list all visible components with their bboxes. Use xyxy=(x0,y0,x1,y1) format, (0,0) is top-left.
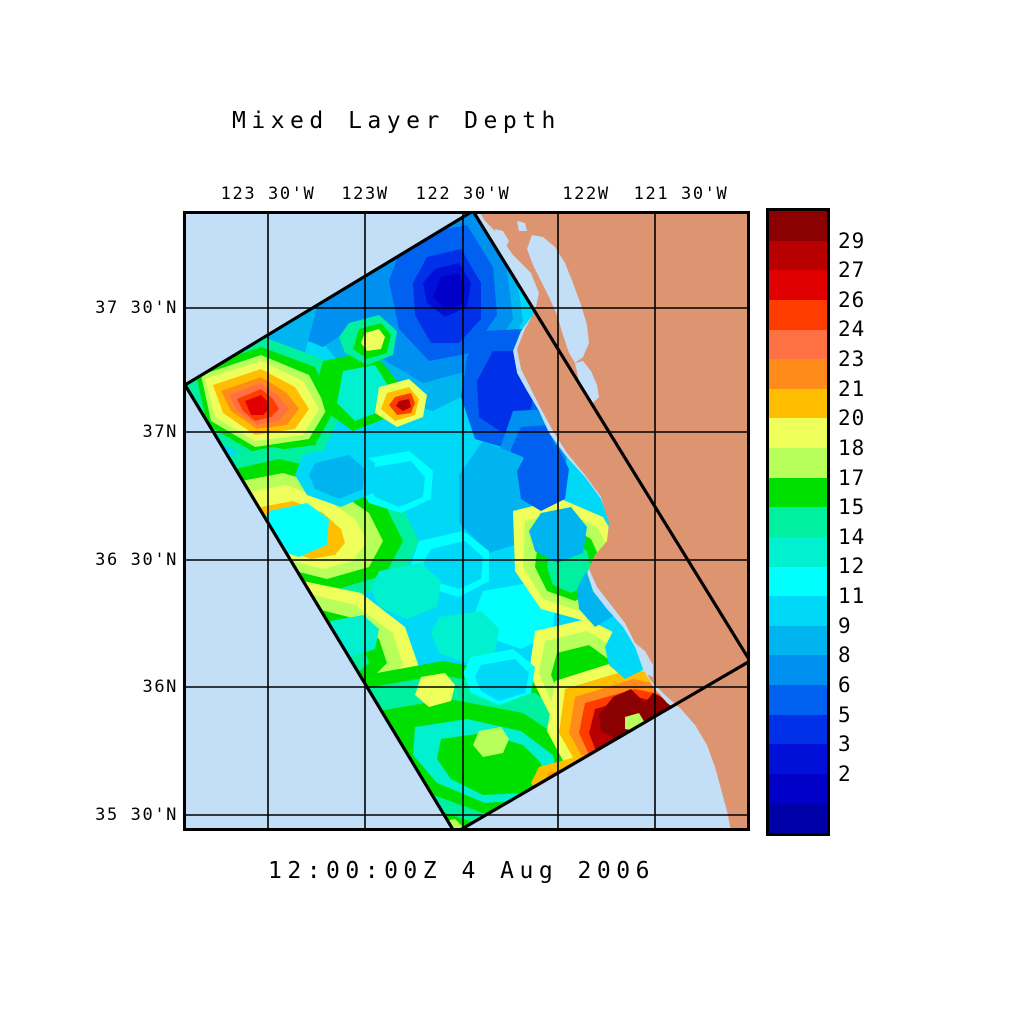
lon-tick-label: 121 30'W xyxy=(633,184,729,204)
colorbar-band xyxy=(769,477,827,508)
colorbar-tick-label: 20 xyxy=(838,406,866,431)
colorbar-tick-label: 23 xyxy=(838,347,866,372)
colorbar-band xyxy=(769,596,827,626)
colorbar-band xyxy=(769,270,827,300)
colorbar-band xyxy=(769,714,827,745)
timestamp-label: 12:00:00Z 4 Aug 2006 xyxy=(268,858,655,884)
colorbar-band xyxy=(769,655,827,685)
colorbar-tick-label: 12 xyxy=(838,554,866,579)
lon-tick-label: 123 30'W xyxy=(220,184,316,204)
lat-tick-label: 36N xyxy=(142,677,178,697)
colorbar-band xyxy=(769,299,827,330)
colorbar-tick-label: 9 xyxy=(838,613,852,638)
colorbar-tick-label: 18 xyxy=(838,435,866,460)
colorbar-tick-label: 14 xyxy=(838,524,866,549)
colorbar xyxy=(766,208,830,836)
colorbar-labels: 29 27 26 24 23 21 20 18 17 15 14 12 11 9 8 6 5 3 2 xyxy=(838,208,898,836)
colorbar-tick-label: 6 xyxy=(838,672,852,697)
colorbar-tick-label: 21 xyxy=(838,376,866,401)
colorbar-tick-label: 3 xyxy=(838,732,852,757)
page-title: Mixed Layer Depth xyxy=(232,108,561,134)
colorbar-band xyxy=(769,507,827,537)
colorbar-band xyxy=(769,329,827,360)
colorbar-band xyxy=(769,773,827,804)
colorbar-band xyxy=(769,625,827,656)
colorbar-band xyxy=(769,685,827,715)
colorbar-tick-label: 27 xyxy=(838,258,866,283)
colorbar-band xyxy=(769,388,827,419)
lat-tick-label: 37 30'N xyxy=(95,298,178,318)
colorbar-tick-label: 17 xyxy=(838,465,866,490)
lon-tick-label: 123W xyxy=(341,184,389,204)
colorbar-tick-label: 24 xyxy=(838,317,866,342)
map-plot-area xyxy=(183,211,750,831)
lat-tick-label: 37N xyxy=(142,422,178,442)
colorbar-band xyxy=(769,744,827,774)
colorbar-tick-label: 2 xyxy=(838,761,852,786)
lon-tick-label: 122W xyxy=(562,184,610,204)
colorbar-tick-label: 29 xyxy=(838,228,866,253)
lat-tick-label: 35 30'N xyxy=(95,805,178,825)
colorbar-band xyxy=(769,448,827,478)
colorbar-band xyxy=(769,418,827,448)
colorbar-tick-label: 11 xyxy=(838,584,866,609)
colorbar-band xyxy=(769,536,827,567)
lon-tick-label: 122 30'W xyxy=(415,184,511,204)
map-graphics xyxy=(186,214,747,828)
colorbar-tick-label: 5 xyxy=(838,702,852,727)
colorbar-band xyxy=(769,240,827,271)
colorbar-tick-label: 8 xyxy=(838,643,852,668)
colorbar-band xyxy=(769,359,827,389)
colorbar-band xyxy=(769,211,827,241)
lat-tick-label: 36 30'N xyxy=(95,550,178,570)
colorbar-tick-label: 15 xyxy=(838,495,866,520)
colorbar-band xyxy=(769,803,827,834)
model-domain-outline xyxy=(186,214,747,828)
colorbar-band xyxy=(769,566,827,597)
colorbar-tick-label: 26 xyxy=(838,287,866,312)
